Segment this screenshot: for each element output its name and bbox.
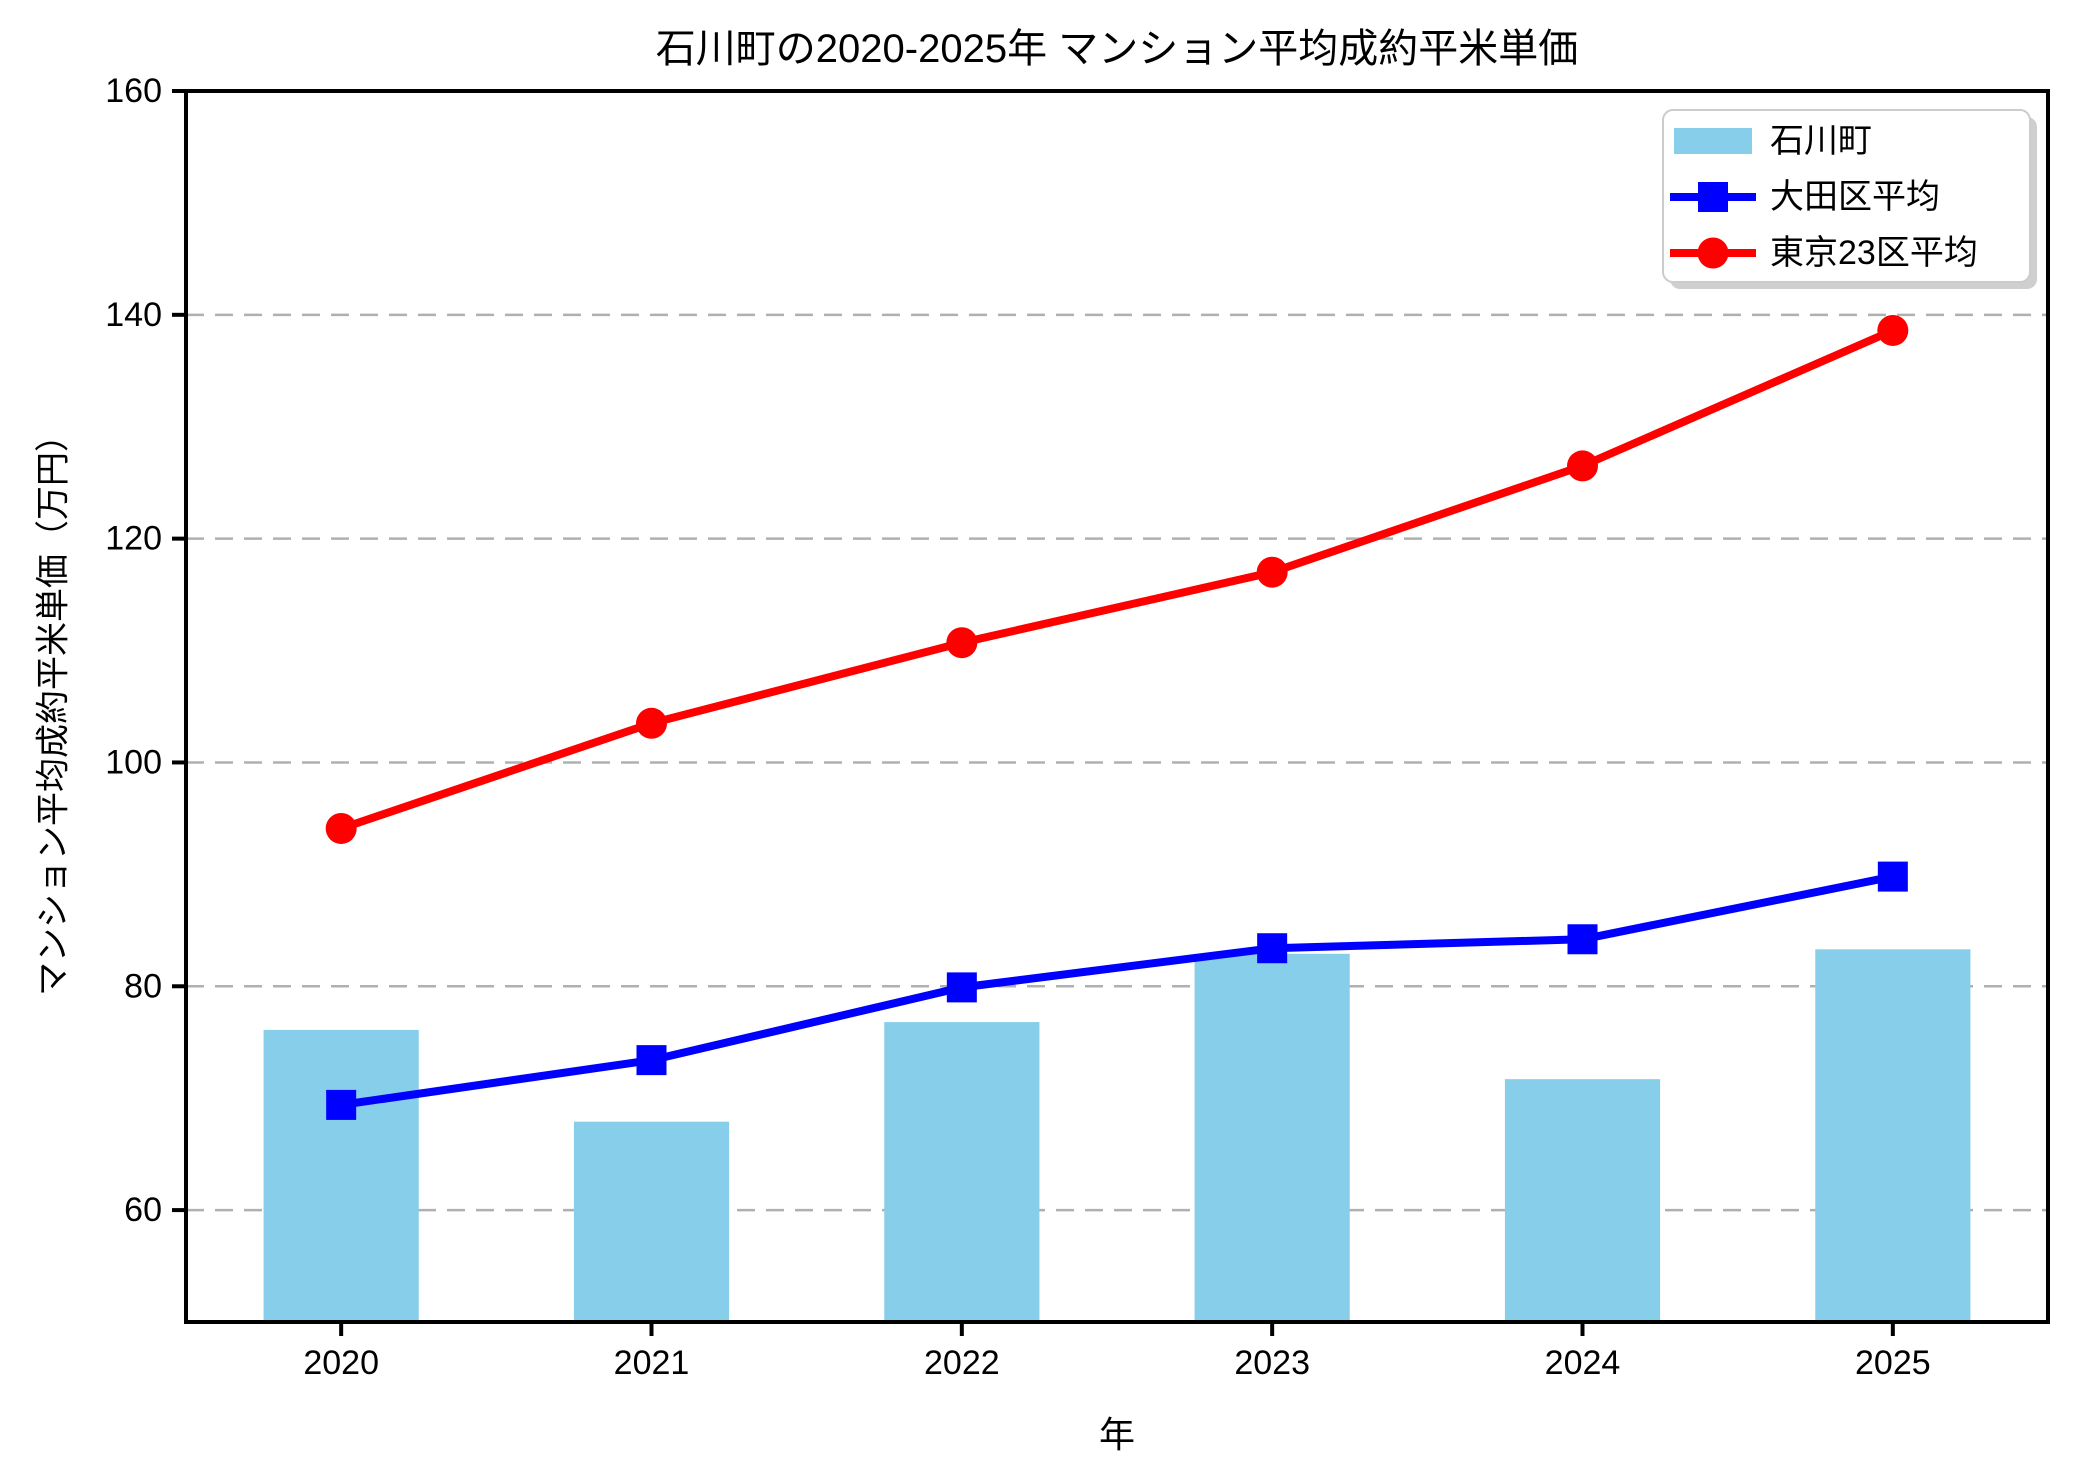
marker-circle-2025 xyxy=(1877,314,1909,346)
legend-box xyxy=(1662,109,2031,283)
chart-title: 石川町の2020-2025年 マンション平均成約平米単価 xyxy=(655,27,1579,71)
bar-2025 xyxy=(1815,949,1971,1322)
line-series-2 xyxy=(337,326,1897,833)
legend-label-2: 東京23区平均 xyxy=(1770,234,1978,272)
y-tick-label-60: 60 xyxy=(124,1191,162,1229)
series-0 xyxy=(263,949,1971,1322)
bar-2020 xyxy=(263,1029,419,1322)
line-series-1 xyxy=(337,872,1897,1109)
y-tick-label-160: 160 xyxy=(105,72,162,110)
x-tick-label-2020: 2020 xyxy=(303,1344,379,1382)
bar-2024 xyxy=(1504,1079,1661,1322)
series-1 xyxy=(326,861,1908,1120)
marker-square-2025 xyxy=(1877,861,1908,892)
marker-circle-2023 xyxy=(1256,556,1288,588)
x-tick-label-2022: 2022 xyxy=(924,1344,1000,1382)
y-axis-label: マンション平均成約平米単価（万円） xyxy=(34,418,73,996)
marker-circle-2021 xyxy=(636,707,667,739)
marker-circle-2020 xyxy=(325,812,357,844)
bar-2022 xyxy=(884,1022,1040,1322)
x-tick-label-2025: 2025 xyxy=(1855,1344,1931,1382)
bar-2023 xyxy=(1194,953,1350,1322)
marker-square-2020 xyxy=(326,1089,357,1120)
legend-marker-square-icon xyxy=(1698,182,1728,212)
plot-frame xyxy=(184,89,2050,1324)
marker-circle-2024 xyxy=(1567,450,1598,482)
y-tick-label-100: 100 xyxy=(105,743,162,781)
x-axis-label: 年 xyxy=(1098,1414,1135,1455)
series-2 xyxy=(325,314,1909,844)
marker-circle-2022 xyxy=(946,627,978,659)
gridlines xyxy=(186,313,2048,1212)
marker-square-2024 xyxy=(1567,924,1598,955)
y-tick-label-120: 120 xyxy=(105,520,162,558)
x-tick-label-2021: 2021 xyxy=(614,1344,690,1382)
marker-square-2022 xyxy=(946,972,977,1003)
legend-marker-circle-icon xyxy=(1697,237,1729,269)
legend-label-1: 大田区平均 xyxy=(1770,178,1940,216)
bar-2021 xyxy=(573,1121,730,1322)
x-tick-label-2024: 2024 xyxy=(1545,1344,1621,1382)
legend-swatch-bar xyxy=(1674,128,1752,154)
marker-square-2023 xyxy=(1257,933,1288,964)
y-tick-label-140: 140 xyxy=(105,296,162,334)
legend-label-0: 石川町 xyxy=(1770,122,1872,160)
marker-square-2021 xyxy=(636,1045,667,1076)
ticks: 2020 2021 2022 2023 2024 2025 60 80 100 120 140 160 xyxy=(105,72,1930,1382)
y-tick-label-80: 80 xyxy=(124,967,162,1005)
x-tick-label-2023: 2023 xyxy=(1234,1344,1310,1382)
